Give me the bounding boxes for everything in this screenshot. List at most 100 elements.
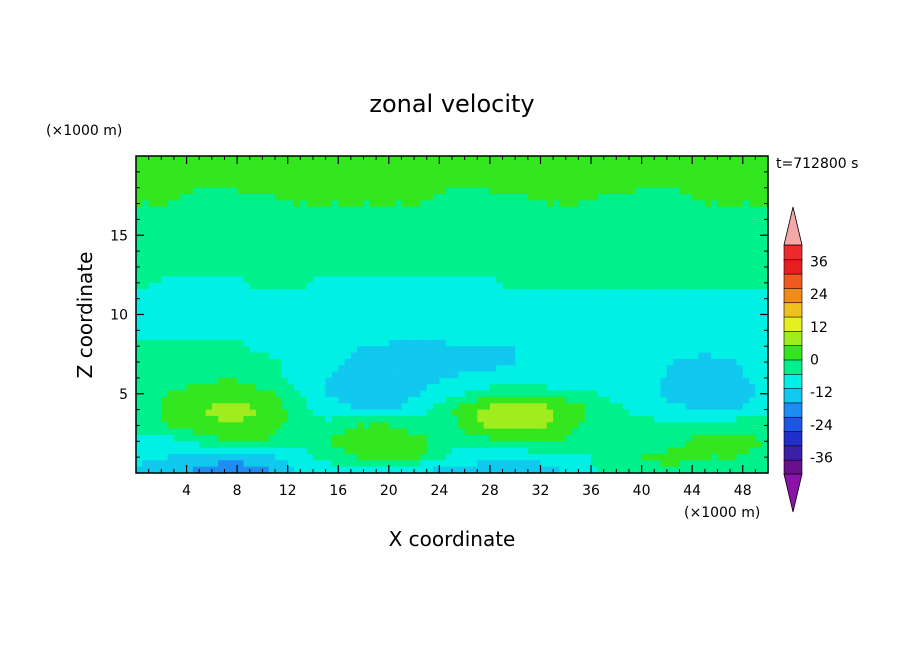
heatmap-cell [294, 206, 301, 214]
heatmap-cell [331, 225, 339, 233]
heatmap-cell [717, 282, 725, 290]
heatmap-cell [641, 289, 649, 297]
heatmap-cell [211, 194, 219, 201]
heatmap-cell [458, 270, 466, 278]
heatmap-cell [439, 295, 447, 303]
heatmap-cell [192, 415, 200, 423]
heatmap-cell [546, 339, 554, 347]
heatmap-cell [711, 352, 719, 360]
heatmap-cell [142, 187, 150, 195]
heatmap-cell [268, 453, 276, 461]
heatmap-cell [287, 390, 295, 398]
heatmap-cell [654, 238, 662, 246]
heatmap-cell [407, 466, 415, 474]
heatmap-cell [224, 301, 232, 309]
heatmap-cell [591, 156, 598, 163]
heatmap-cell [521, 206, 529, 214]
heatmap-cell [331, 314, 339, 322]
heatmap-cell [211, 320, 219, 328]
heatmap-cell [281, 314, 289, 322]
heatmap-cell [610, 282, 617, 290]
heatmap-cell [610, 219, 617, 227]
heatmap-cell [230, 308, 238, 316]
heatmap-cell [496, 181, 504, 189]
heatmap-cell [148, 276, 156, 284]
heatmap-cell [148, 200, 156, 208]
heatmap-cell [306, 206, 314, 214]
heatmap-cell [439, 447, 447, 455]
heatmap-cell [344, 308, 352, 316]
heatmap-cell [230, 384, 238, 392]
heatmap-cell [685, 453, 693, 461]
heatmap-cell [331, 327, 339, 335]
heatmap-cell [243, 441, 251, 449]
heatmap-cell [654, 225, 662, 233]
heatmap-cell [363, 194, 371, 201]
heatmap-cell [445, 225, 453, 233]
heatmap-cell [205, 453, 213, 461]
heatmap-cell [294, 314, 301, 322]
heatmap-cell [319, 257, 327, 265]
heatmap-cell [268, 466, 276, 474]
heatmap-cell [679, 244, 687, 252]
heatmap-cell [477, 371, 485, 379]
heatmap-cell [249, 238, 257, 246]
heatmap-cell [142, 434, 150, 442]
heatmap-cell [369, 162, 377, 170]
heatmap-cell [647, 447, 655, 455]
heatmap-cell [249, 232, 257, 240]
heatmap-cell [382, 257, 390, 265]
heatmap-cell [180, 327, 188, 335]
heatmap-cell [628, 251, 636, 259]
heatmap-cell [711, 415, 719, 423]
heatmap-cell [496, 365, 504, 373]
heatmap-cell [666, 289, 674, 297]
heatmap-cell [154, 320, 162, 328]
heatmap-cell [173, 428, 181, 436]
heatmap-cell [458, 276, 466, 284]
heatmap-cell [470, 162, 478, 170]
heatmap-cell [470, 466, 478, 474]
heatmap-cell [186, 187, 194, 195]
heatmap-cell [338, 447, 346, 455]
heatmap-cell [565, 352, 573, 360]
heatmap-cell [401, 200, 409, 208]
heatmap-cell [742, 187, 750, 195]
heatmap-cell [452, 365, 459, 373]
heatmap-cell [673, 460, 681, 468]
heatmap-cell [660, 270, 668, 278]
heatmap-cell [628, 377, 636, 385]
heatmap-cell [679, 403, 687, 411]
heatmap-cell [205, 295, 213, 303]
heatmap-cell [641, 333, 649, 341]
heatmap-cell [407, 314, 415, 322]
heatmap-cell [306, 257, 314, 265]
heatmap-cell [243, 434, 251, 442]
heatmap-cell [186, 447, 194, 455]
heatmap-cell [502, 219, 510, 227]
heatmap-cell [546, 415, 554, 423]
heatmap-cell [357, 371, 365, 379]
heatmap-cell [559, 447, 567, 455]
heatmap-cell [502, 365, 510, 373]
heatmap-cell [186, 466, 194, 474]
heatmap-cell [761, 384, 769, 392]
heatmap-cell [584, 257, 592, 265]
heatmap-cell [294, 162, 301, 170]
heatmap-cell [654, 460, 662, 468]
heatmap-cell [382, 384, 390, 392]
heatmap-cell [262, 365, 270, 373]
heatmap-cell [679, 162, 687, 170]
heatmap-cell [458, 358, 466, 366]
heatmap-cell [439, 175, 447, 182]
heatmap-cell [515, 365, 523, 373]
heatmap-cell [502, 168, 510, 176]
heatmap-cell [237, 358, 245, 366]
heatmap-cell [287, 422, 295, 430]
heatmap-cell [546, 447, 554, 455]
heatmap-cell [666, 232, 674, 240]
heatmap-cell [635, 219, 643, 227]
heatmap-cell [521, 181, 529, 189]
heatmap-cell [502, 428, 510, 436]
heatmap-cell [452, 162, 459, 170]
